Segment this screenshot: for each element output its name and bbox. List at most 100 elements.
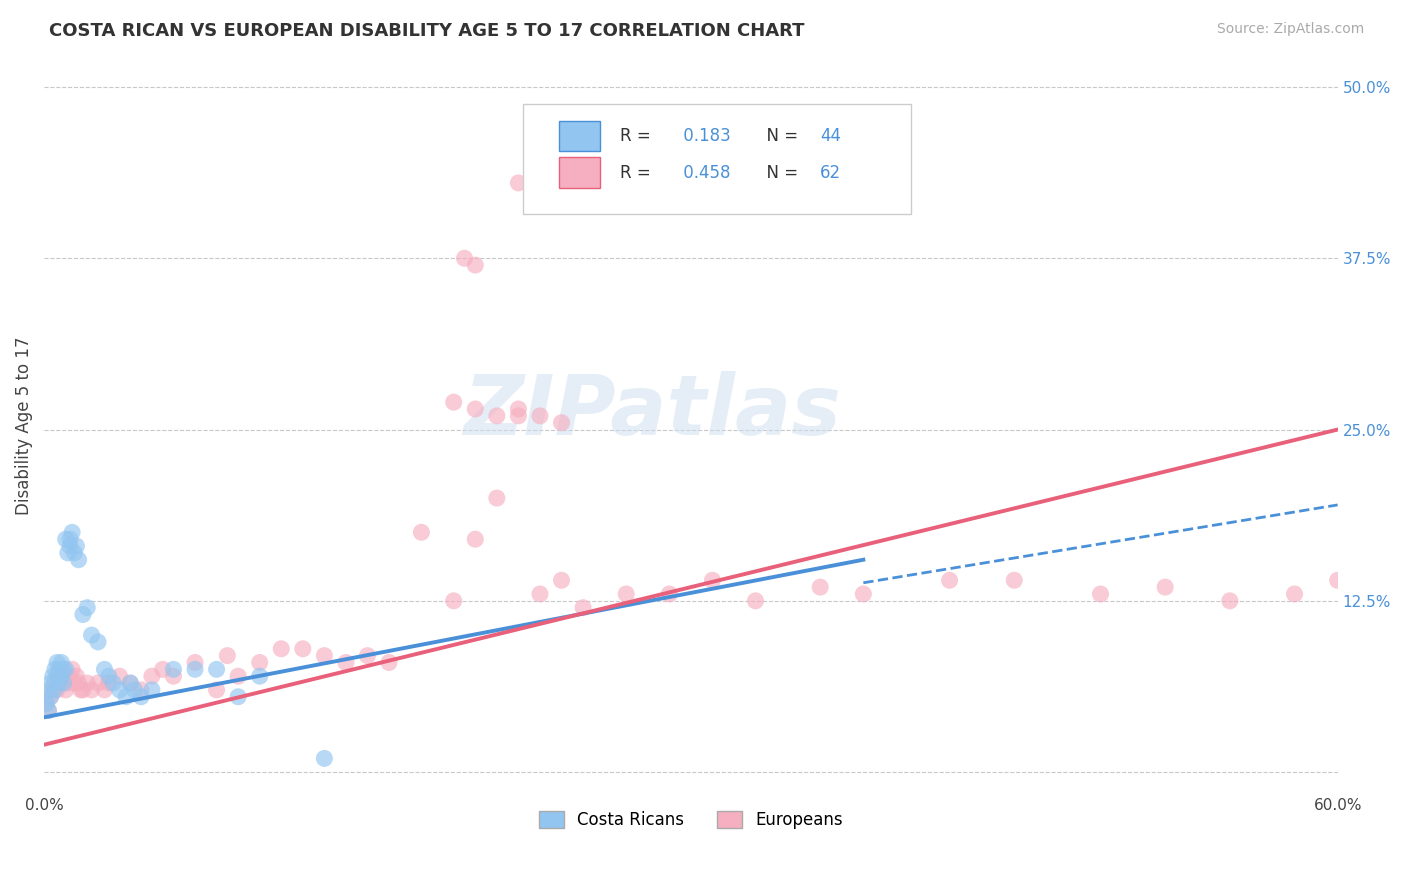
Point xyxy=(1284,587,1306,601)
Point xyxy=(56,676,79,690)
Point xyxy=(1219,594,1241,608)
Point xyxy=(378,656,401,670)
Point xyxy=(59,532,82,546)
Point xyxy=(120,676,142,690)
Point xyxy=(42,682,65,697)
Point xyxy=(120,676,142,690)
Point xyxy=(314,751,336,765)
Point xyxy=(485,491,508,505)
Point xyxy=(141,669,163,683)
Point xyxy=(124,682,146,697)
Point xyxy=(52,662,75,676)
Point xyxy=(443,594,465,608)
Point xyxy=(938,574,960,588)
Point xyxy=(658,587,681,601)
Point xyxy=(217,648,239,663)
Point xyxy=(35,697,58,711)
Text: Source: ZipAtlas.com: Source: ZipAtlas.com xyxy=(1216,22,1364,37)
Point xyxy=(572,600,595,615)
Point xyxy=(37,703,59,717)
Point xyxy=(464,532,486,546)
Point xyxy=(97,676,120,690)
Point xyxy=(205,662,228,676)
Point xyxy=(101,676,124,690)
Point xyxy=(80,628,103,642)
Point xyxy=(744,594,766,608)
Point xyxy=(51,676,73,690)
Point xyxy=(56,546,79,560)
Point xyxy=(55,682,77,697)
Point xyxy=(108,682,131,697)
Point xyxy=(464,258,486,272)
Point xyxy=(550,574,572,588)
Point xyxy=(37,682,59,697)
Point xyxy=(59,669,82,683)
Text: 0.458: 0.458 xyxy=(678,163,731,182)
Point xyxy=(550,416,572,430)
FancyBboxPatch shape xyxy=(523,103,911,213)
Point xyxy=(44,682,66,697)
Text: R =: R = xyxy=(620,163,655,182)
Point xyxy=(60,662,83,676)
Point xyxy=(67,552,90,566)
Point xyxy=(184,662,207,676)
Point xyxy=(80,682,103,697)
Point xyxy=(39,690,62,704)
Point xyxy=(184,656,207,670)
Point xyxy=(37,703,59,717)
Text: 62: 62 xyxy=(820,163,841,182)
Point xyxy=(65,669,87,683)
Point xyxy=(52,669,75,683)
Point xyxy=(356,648,378,663)
Point xyxy=(76,676,98,690)
Point xyxy=(42,669,65,683)
Point xyxy=(46,669,69,683)
Point xyxy=(141,682,163,697)
Point xyxy=(39,690,62,704)
Point xyxy=(152,662,174,676)
Point xyxy=(249,656,271,670)
Point xyxy=(48,676,70,690)
Point xyxy=(808,580,831,594)
Point xyxy=(1090,587,1112,601)
Point xyxy=(48,669,70,683)
Point xyxy=(129,690,152,704)
Point xyxy=(67,676,90,690)
Text: COSTA RICAN VS EUROPEAN DISABILITY AGE 5 TO 17 CORRELATION CHART: COSTA RICAN VS EUROPEAN DISABILITY AGE 5… xyxy=(49,22,804,40)
Point xyxy=(129,682,152,697)
Point xyxy=(226,669,249,683)
Point xyxy=(249,669,271,683)
Point xyxy=(1326,574,1348,588)
Point xyxy=(1154,580,1177,594)
Point xyxy=(508,176,530,190)
Point xyxy=(453,252,475,266)
Point xyxy=(508,402,530,417)
Point xyxy=(44,676,66,690)
Point xyxy=(76,600,98,615)
Point xyxy=(93,662,115,676)
Point xyxy=(52,676,75,690)
Point xyxy=(226,690,249,704)
Point xyxy=(291,641,314,656)
Point xyxy=(55,662,77,676)
Point xyxy=(93,682,115,697)
Point xyxy=(87,676,110,690)
Point xyxy=(443,395,465,409)
Text: 44: 44 xyxy=(820,127,841,145)
Point xyxy=(614,587,637,601)
Point xyxy=(508,409,530,423)
Point xyxy=(529,587,551,601)
Point xyxy=(48,662,70,676)
Point xyxy=(87,635,110,649)
Point xyxy=(702,574,724,588)
Point xyxy=(205,682,228,697)
Point xyxy=(39,676,62,690)
Point xyxy=(852,587,875,601)
Point xyxy=(51,669,73,683)
Point xyxy=(162,662,184,676)
Point xyxy=(46,656,69,670)
Point xyxy=(1002,574,1025,588)
Point xyxy=(44,662,66,676)
FancyBboxPatch shape xyxy=(560,157,600,188)
Legend: Costa Ricans, Europeans: Costa Ricans, Europeans xyxy=(531,804,849,836)
